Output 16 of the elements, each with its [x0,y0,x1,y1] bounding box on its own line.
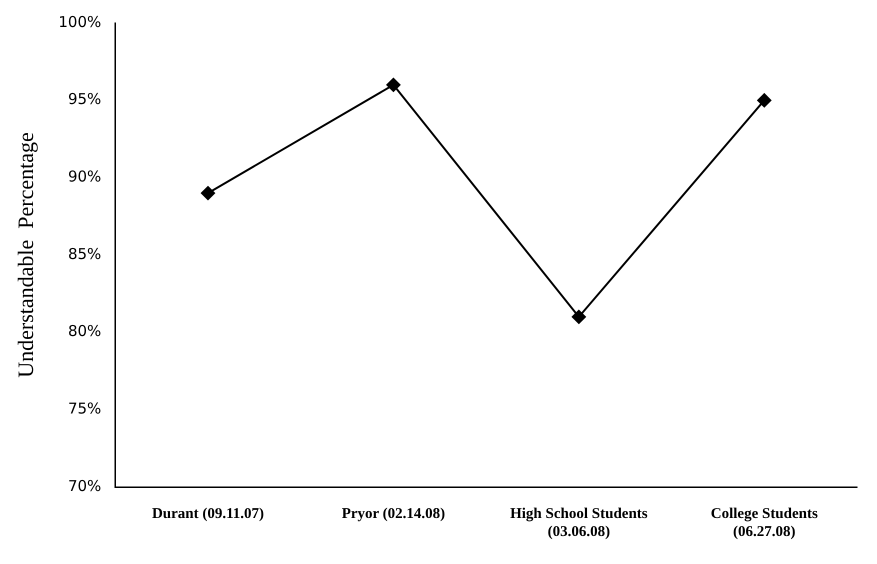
x-tick-label: Durant (09.11.07) [152,506,264,522]
y-tick-label: 100% [58,12,102,31]
y-tick-label: 90% [68,168,102,186]
x-tick-label: High School Students (03.06.08) [510,506,648,540]
x-tick-label: College Students (06.27.08) [710,506,818,540]
y-tick-label: 75% [68,400,102,418]
point [757,93,772,108]
y-tick-label: 95% [68,90,102,108]
point [201,186,215,200]
y-tick-label: 80% [68,322,102,340]
y-tick-label: 85% [68,244,102,263]
point [572,310,586,324]
x-tick-label: Pryor (02.14.08) [342,506,446,522]
y-tick-label: 70% [68,476,102,495]
y-axis-title: Understandable Percentage [12,132,38,378]
point [386,78,400,92]
